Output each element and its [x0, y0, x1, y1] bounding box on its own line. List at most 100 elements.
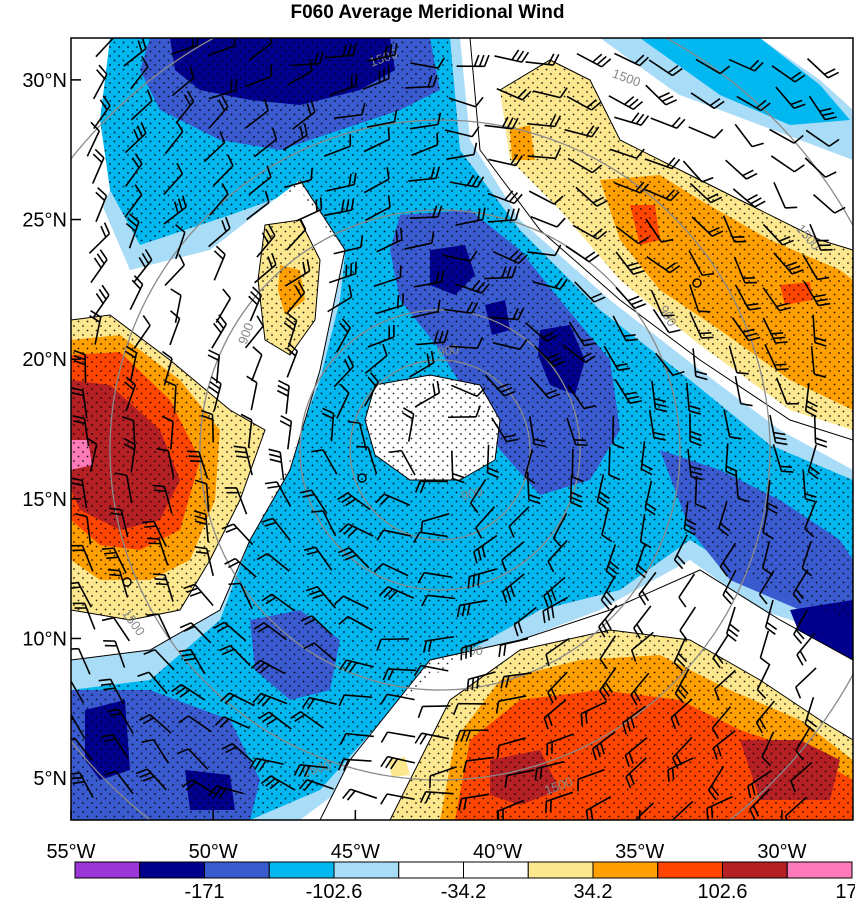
wind-barb — [467, 568, 497, 589]
wind-barb — [805, 129, 840, 147]
wind-barb — [72, 602, 96, 630]
wind-barb — [719, 542, 737, 577]
wind-barb — [419, 790, 454, 804]
center-marker-1 — [357, 473, 367, 483]
wind-barb — [528, 190, 564, 205]
wind-barb — [171, 683, 206, 701]
wind-barb — [601, 507, 613, 543]
latitude-axis: 30°N 25°N 20°N 15°N 10°N 5°N — [22, 70, 81, 790]
wind-barb — [413, 270, 445, 288]
wind-barb — [421, 594, 456, 607]
wind-barb — [634, 802, 654, 820]
wind-barb — [152, 484, 173, 514]
range-ring — [349, 359, 531, 541]
wind-barb — [208, 785, 244, 799]
wind-barb — [802, 254, 830, 281]
wind-barb — [179, 622, 212, 644]
wind-barb — [291, 51, 324, 67]
wind-barb — [215, 288, 232, 323]
wind-barb — [292, 100, 316, 130]
wind-barb — [213, 621, 247, 642]
wind-barb — [246, 375, 258, 411]
wind-barb — [413, 531, 448, 544]
lon-tick-label: 45°W — [331, 841, 380, 863]
wind-barb — [429, 766, 458, 788]
wind-barb — [543, 576, 566, 608]
wind-barb — [758, 570, 775, 605]
wind-barb — [244, 315, 264, 349]
wind-barb — [732, 188, 766, 208]
wind-barb — [379, 586, 415, 601]
wind-barb — [527, 244, 562, 257]
lat-tick-label: 15°N — [22, 489, 67, 511]
wind-barb — [762, 317, 788, 344]
wind-barb — [494, 49, 530, 63]
wind-barb — [133, 315, 151, 349]
wind-barb — [109, 507, 129, 538]
wind-barb — [804, 502, 816, 538]
wind-barb — [733, 256, 757, 284]
wind-barb — [484, 374, 516, 397]
wind-barb — [101, 733, 129, 759]
wind-barb — [639, 513, 652, 549]
wind-barb — [207, 349, 221, 384]
wind-barb — [124, 345, 138, 381]
wind-barb — [364, 195, 391, 222]
wind-barb — [305, 585, 337, 609]
wind-barb — [795, 726, 812, 761]
wind-barb — [213, 245, 226, 281]
wind-barb — [813, 415, 828, 448]
wind-barb — [329, 73, 358, 96]
wind-barb — [682, 160, 714, 183]
wind-barb — [252, 692, 288, 707]
lat-tick-label: 20°N — [22, 349, 67, 371]
wind-barb — [448, 96, 484, 108]
wind-barb — [123, 438, 136, 473]
wind-barb — [146, 613, 172, 640]
plot-frame — [70, 37, 854, 821]
wind-barb — [303, 546, 333, 571]
colorbar-labels: -171 -102.6 -34.2 34.2 102.6 171 — [184, 881, 855, 900]
wind-barb — [454, 280, 490, 294]
wind-barb — [411, 132, 439, 157]
wind-barb — [547, 540, 568, 573]
wind-barb — [542, 596, 568, 624]
wind-barb — [103, 640, 126, 668]
wind-barb — [625, 757, 647, 789]
wind-barb — [200, 409, 215, 443]
stipple-center-north — [258, 220, 320, 355]
contour-outlines — [71, 38, 853, 820]
colorbar-swatch — [204, 861, 270, 879]
wind-barb — [577, 768, 605, 792]
wind-barb — [688, 250, 715, 277]
wind-barb — [417, 705, 451, 719]
wind-barb — [496, 88, 532, 101]
wind-barb — [248, 165, 272, 196]
wind-barb — [104, 770, 134, 795]
wind-barb — [409, 350, 435, 378]
wind-barb — [249, 757, 284, 772]
wind-barb — [373, 562, 409, 577]
wind-barb — [674, 668, 690, 704]
wind-barb — [123, 38, 147, 67]
wind-barb — [614, 52, 649, 67]
wind-barb — [449, 174, 485, 188]
wind-barb — [615, 286, 647, 309]
wind-barb — [380, 755, 416, 770]
wind-barb — [784, 796, 807, 820]
wind-barb — [414, 732, 450, 745]
wind-barb — [706, 795, 733, 820]
lon-tick-label: 50°W — [189, 841, 238, 863]
wind-barb — [339, 732, 374, 745]
wind-barb — [261, 517, 291, 541]
wind-barb — [261, 593, 295, 612]
wind-barb — [208, 376, 222, 412]
wind-barb — [449, 336, 484, 349]
wind-barb — [170, 38, 199, 55]
ring-label: 1500 — [301, 758, 333, 780]
wind-barb — [130, 55, 149, 90]
wind-barb — [422, 635, 455, 653]
wind-barb — [734, 123, 764, 148]
region-sky-blue-north — [640, 38, 850, 125]
wind-barb — [71, 737, 93, 761]
